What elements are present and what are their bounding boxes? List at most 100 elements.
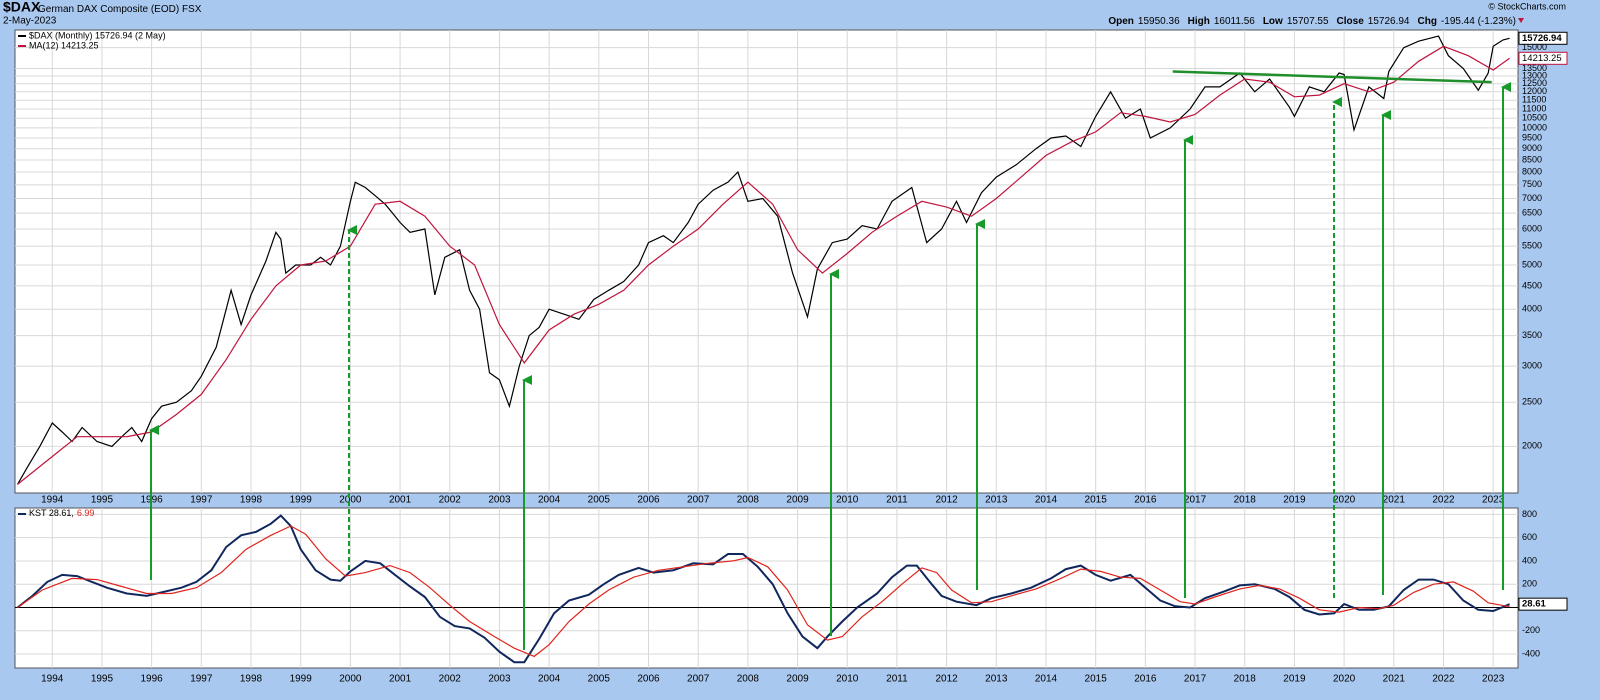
legend-entry: KST 28.61, <box>29 508 74 518</box>
x-tick-label: 1999 <box>290 495 313 506</box>
quote-label: High <box>1188 16 1210 27</box>
y-tick-label: 9500 <box>1522 132 1542 142</box>
last-value-label: 28.61 <box>1522 599 1546 610</box>
last-value-label: 14213.25 <box>1522 53 1562 64</box>
x-tick-label: 2015 <box>1085 674 1108 685</box>
series-line <box>16 35 1510 485</box>
x-tick-label: 2005 <box>588 495 611 506</box>
y-tick-label: 5000 <box>1522 259 1542 269</box>
quote-value: 15950.36 <box>1138 16 1180 27</box>
x-tick-label: 2013 <box>985 495 1008 506</box>
series-line <box>17 45 1510 485</box>
y-tick-label: 11000 <box>1522 103 1546 113</box>
symbol: $DAX <box>3 0 41 15</box>
x-tick-label: 2000 <box>339 674 362 685</box>
y-tick-label: 13500 <box>1522 63 1547 73</box>
y-tick-label: 10500 <box>1522 113 1547 123</box>
y-tick-label: 800 <box>1522 509 1537 519</box>
x-tick-label: 2003 <box>488 495 511 506</box>
x-tick-label: 2012 <box>935 495 958 506</box>
down-triangle <box>1518 18 1524 23</box>
x-tick-label: 2008 <box>737 674 760 685</box>
x-tick-label: 2023 <box>1482 495 1505 506</box>
y-tick-label: -400 <box>1522 648 1540 658</box>
y-tick-label: 3500 <box>1522 330 1542 340</box>
x-tick-label: 2019 <box>1283 674 1306 685</box>
legend-entry: $DAX (Monthly) 15726.94 (2 May) <box>29 30 166 40</box>
price-panel <box>14 29 1519 494</box>
quote-label: Open <box>1108 16 1134 27</box>
x-tick-label: 1998 <box>240 674 263 685</box>
y-tick-label: 200 <box>1522 579 1537 589</box>
legend-entry: 6.99 <box>77 508 95 518</box>
y-tick-label: 10000 <box>1522 122 1547 132</box>
y-tick-label: 12000 <box>1522 86 1547 96</box>
x-tick-label: 2021 <box>1383 674 1406 685</box>
quote-label: Low <box>1263 16 1283 27</box>
x-tick-label: 1996 <box>141 674 164 685</box>
trendline <box>1172 70 1492 84</box>
legend-entry: MA(12) 14213.25 <box>29 40 99 50</box>
x-tick-label: 2020 <box>1333 495 1356 506</box>
y-tick-label: 6500 <box>1522 208 1542 218</box>
quote-label: Close <box>1337 16 1365 27</box>
x-tick-label: 2007 <box>687 674 710 685</box>
x-tick-label: 2009 <box>786 674 809 685</box>
y-tick-label: 400 <box>1522 555 1537 565</box>
y-tick-label: 7000 <box>1522 193 1542 203</box>
y-tick-label: 600 <box>1522 532 1537 542</box>
x-tick-label: 2002 <box>439 674 462 685</box>
y-tick-label: 13000 <box>1522 70 1547 80</box>
header-band <box>0 0 1600 28</box>
quote-value: -195.44 (-1.23%) <box>1441 16 1516 27</box>
x-tick-label: 2018 <box>1234 495 1257 506</box>
x-tick-label: 2004 <box>538 495 561 506</box>
y-tick-label: 8500 <box>1522 154 1542 164</box>
y-tick-label: 8000 <box>1522 166 1542 176</box>
last-value-box <box>1518 597 1568 611</box>
quote-value: 15707.55 <box>1287 16 1329 27</box>
x-tick-label: 2001 <box>389 495 412 506</box>
subtitle: German DAX Composite (EOD) FSX <box>38 4 202 15</box>
x-tick-label: 1994 <box>41 495 64 506</box>
x-tick-label: 2019 <box>1283 495 1306 506</box>
x-tick-label: 1995 <box>91 495 114 506</box>
x-tick-label: 2005 <box>588 674 611 685</box>
y-tick-label: 12500 <box>1522 78 1547 88</box>
x-tick-label: 2021 <box>1383 495 1406 506</box>
x-tick-label: 2015 <box>1085 495 1108 506</box>
legend: KST 28.61, 6.99 <box>29 508 94 518</box>
y-tick-label: 4000 <box>1522 304 1542 314</box>
series-line <box>17 525 1510 658</box>
y-tick-label: -200 <box>1522 625 1540 635</box>
x-tick-label: 2017 <box>1184 674 1207 685</box>
x-tick-label: 2014 <box>1035 674 1058 685</box>
y-tick-label: 9000 <box>1522 143 1542 153</box>
last-value-box <box>1518 31 1568 45</box>
y-tick-label: 4500 <box>1522 280 1542 290</box>
x-tick-label: 2006 <box>637 495 660 506</box>
x-tick-label: 2006 <box>637 674 660 685</box>
x-tick-label: 2022 <box>1432 495 1455 506</box>
x-tick-label: 2008 <box>737 495 760 506</box>
credit: © StockCharts.com <box>1488 1 1566 11</box>
x-tick-label: 1997 <box>190 495 213 506</box>
y-tick-label: 5500 <box>1522 241 1542 251</box>
x-tick-label: 2011 <box>886 674 908 685</box>
subtitle-text: German DAX Composite (EOD) <box>38 4 179 15</box>
x-tick-label: 2017 <box>1184 495 1207 506</box>
x-tick-label: 2012 <box>935 674 958 685</box>
y-tick-label: 7500 <box>1522 179 1542 189</box>
y-tick-label: 11500 <box>1522 95 1546 105</box>
x-tick-label: 2018 <box>1234 674 1257 685</box>
x-tick-label: 1994 <box>41 674 64 685</box>
x-tick-label: 2011 <box>886 495 908 506</box>
x-tick-label: 2009 <box>786 495 809 506</box>
last-value-label: 15726.94 <box>1522 33 1562 44</box>
x-tick-label: 1999 <box>290 674 313 685</box>
y-tick-label: 3000 <box>1522 360 1542 370</box>
x-tick-label: 2016 <box>1134 495 1157 506</box>
x-tick-label: 1998 <box>240 495 263 506</box>
x-tick-label: 2014 <box>1035 495 1058 506</box>
